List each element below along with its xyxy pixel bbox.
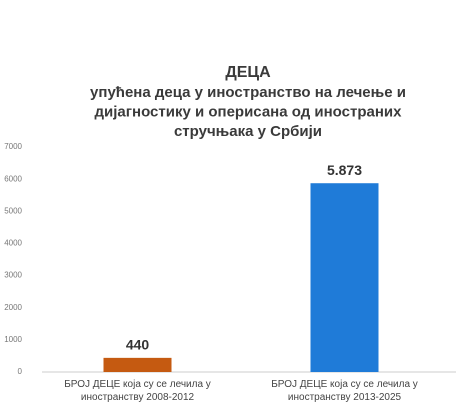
y-tick-label: 3000 xyxy=(4,271,22,280)
y-tick-label: 4000 xyxy=(4,239,22,248)
chart-title: ДЕЦА xyxy=(225,64,271,81)
y-tick-label: 6000 xyxy=(4,174,22,183)
value-label: 5.873 xyxy=(327,162,362,178)
bar xyxy=(103,357,172,372)
chart-subtitle: дијагностику и оперисана од иностраних xyxy=(95,103,403,120)
x-tick-label: БРОЈ ДЕЦЕ која су се лечила у иностранств… xyxy=(271,379,418,402)
y-tick-label: 7000 xyxy=(4,142,22,151)
y-tick-label: 0 xyxy=(18,367,23,376)
chart-subtitle: стручњака у Србији xyxy=(174,123,322,140)
y-tick-label: 5000 xyxy=(4,206,22,215)
value-label: 440 xyxy=(126,337,150,353)
y-tick-label: 1000 xyxy=(4,335,22,344)
chart-subtitle: упућена деца у иностранство на лечење и xyxy=(90,84,406,101)
x-tick-label: БРОЈ ДЕЦЕ која су се лечила у иностранств… xyxy=(64,379,211,402)
bar xyxy=(310,183,379,372)
y-tick-label: 2000 xyxy=(4,303,22,312)
